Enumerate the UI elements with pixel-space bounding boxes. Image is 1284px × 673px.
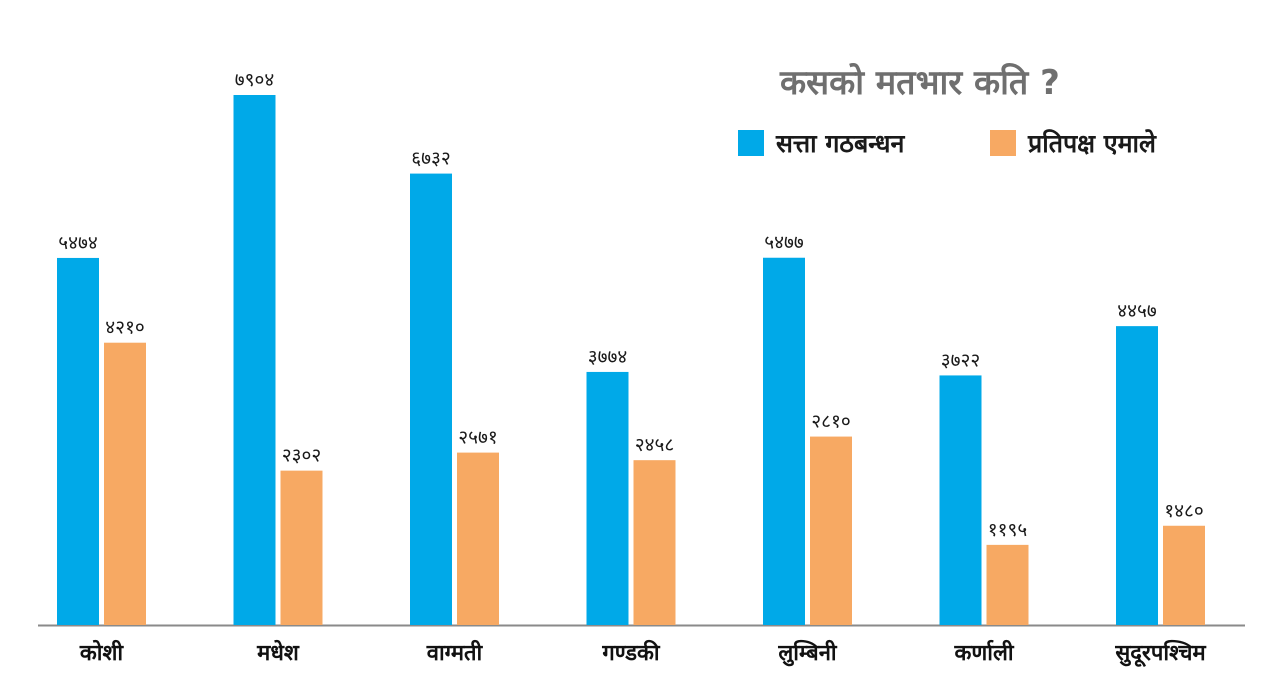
- category-label-5: कर्णाली: [953, 639, 1014, 666]
- legend-swatch-opposition: [990, 130, 1016, 156]
- legend-label-opposition: प्रतिपक्ष एमाले: [1028, 129, 1156, 158]
- chart-title: कसको मतभार कति ?: [780, 63, 1060, 103]
- bar-opposition-4: [810, 436, 852, 625]
- bar-coalition-4: [763, 257, 805, 625]
- legend-item-coalition: सत्ता गठबन्धन: [738, 128, 904, 158]
- bar-opposition-2: [457, 452, 499, 625]
- data-label-opposition-1: २३०२: [282, 445, 322, 467]
- data-label-coalition-6: ४४५७: [1117, 300, 1157, 322]
- bar-coalition-2: [410, 173, 452, 625]
- data-label-opposition-0: ४२१०: [105, 317, 145, 339]
- bar-coalition-6: [1116, 326, 1158, 625]
- bar-opposition-3: [633, 460, 676, 625]
- bar-opposition-1: [280, 470, 323, 625]
- data-label-coalition-3: ३७७४: [588, 346, 628, 368]
- data-label-coalition-1: ७९०४: [235, 69, 275, 91]
- legend-label-coalition: सत्ता गठबन्धन: [776, 129, 905, 158]
- category-label-6: सुदूरपश्चिम: [1114, 639, 1206, 668]
- bar-opposition-6: [1163, 525, 1205, 625]
- legend-item-opposition: प्रतिपक्ष एमाले: [990, 128, 1156, 158]
- bar-coalition-1: [233, 95, 276, 625]
- data-label-opposition-6: १४८०: [1164, 500, 1204, 522]
- data-label-opposition-2: २५७१: [458, 427, 498, 449]
- data-label-coalition-4: ५४७७: [764, 232, 804, 254]
- data-label-opposition-4: २८१०: [811, 411, 851, 433]
- bar-coalition-0: [57, 257, 99, 625]
- data-label-coalition-2: ६७३२: [411, 148, 451, 170]
- bar-coalition-5: [939, 375, 982, 625]
- category-label-0: कोशी: [79, 639, 125, 666]
- data-label-opposition-5: ११९५: [988, 519, 1028, 541]
- legend-swatch-coalition: [738, 130, 764, 156]
- data-label-coalition-5: ३७२२: [941, 349, 981, 371]
- category-label-4: लुम्बिनी: [777, 639, 838, 667]
- category-label-2: वाग्मती: [426, 639, 484, 666]
- bar-opposition-0: [104, 342, 146, 625]
- data-label-opposition-3: २४५८: [635, 434, 675, 456]
- bar-opposition-5: [986, 544, 1029, 625]
- data-label-coalition-0: ५४७४: [58, 232, 98, 254]
- category-label-1: मधेश: [256, 639, 300, 666]
- bar-coalition-3: [586, 371, 629, 625]
- category-label-3: गण्डकी: [601, 639, 661, 666]
